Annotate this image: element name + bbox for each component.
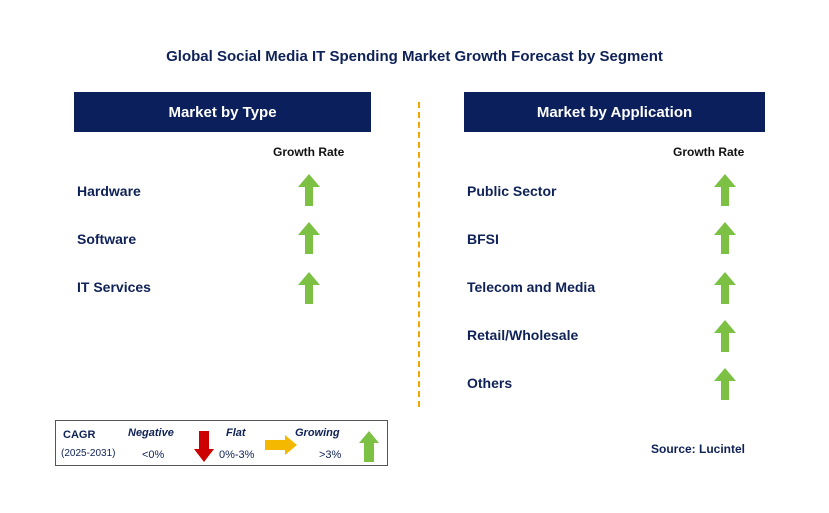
up-arrow-icon	[713, 367, 737, 401]
legend-period-label: (2025-2031)	[61, 448, 116, 459]
application-row-retail-wholesale-label: Retail/Wholesale	[467, 327, 579, 343]
application-row-others-label: Others	[467, 375, 513, 391]
application-row-public-sector-label: Public Sector	[467, 183, 557, 199]
legend-growing-value: >3%	[319, 449, 342, 461]
legend-cagr-label: CAGR	[63, 429, 96, 441]
type-panel-header: Market by Type	[74, 92, 371, 132]
up-arrow-icon	[297, 221, 321, 255]
type-growth-rate-header: Growth Rate	[273, 145, 345, 159]
up-arrow-icon	[297, 173, 321, 207]
legend-flat-label: Flat	[226, 427, 246, 439]
cagr-legend: CAGR (2025-2031) Negative <0% Flat 0%-3%…	[55, 420, 388, 466]
legend-flat-value: 0%-3%	[219, 449, 255, 461]
page-title: Global Social Media IT Spending Market G…	[166, 48, 663, 65]
up-arrow-icon	[713, 173, 737, 207]
up-arrow-icon	[713, 221, 737, 255]
up-arrow-icon	[297, 271, 321, 305]
up-arrow-icon	[713, 271, 737, 305]
application-row-bfsi-label: BFSI	[467, 231, 499, 247]
application-panel-header-label: Market by Application	[536, 103, 693, 121]
down-arrow-icon	[193, 430, 215, 463]
right-arrow-icon	[264, 434, 298, 456]
legend-negative-value: <0%	[142, 449, 165, 461]
up-arrow-icon	[358, 430, 380, 463]
application-row-telecom-and-media-label: Telecom and Media	[467, 279, 596, 295]
type-panel-header-label: Market by Type	[168, 103, 277, 121]
source-credit: Source: Lucintel	[651, 442, 746, 456]
legend-negative-label: Negative	[128, 427, 174, 439]
application-growth-rate-header: Growth Rate	[673, 145, 745, 159]
type-row-software-label: Software	[77, 231, 137, 247]
panel-divider	[418, 102, 420, 407]
type-row-it-services-label: IT Services	[77, 279, 151, 295]
legend-growing-label: Growing	[295, 427, 340, 439]
application-panel-header: Market by Application	[464, 92, 765, 132]
up-arrow-icon	[713, 319, 737, 353]
type-row-hardware-label: Hardware	[77, 183, 141, 199]
